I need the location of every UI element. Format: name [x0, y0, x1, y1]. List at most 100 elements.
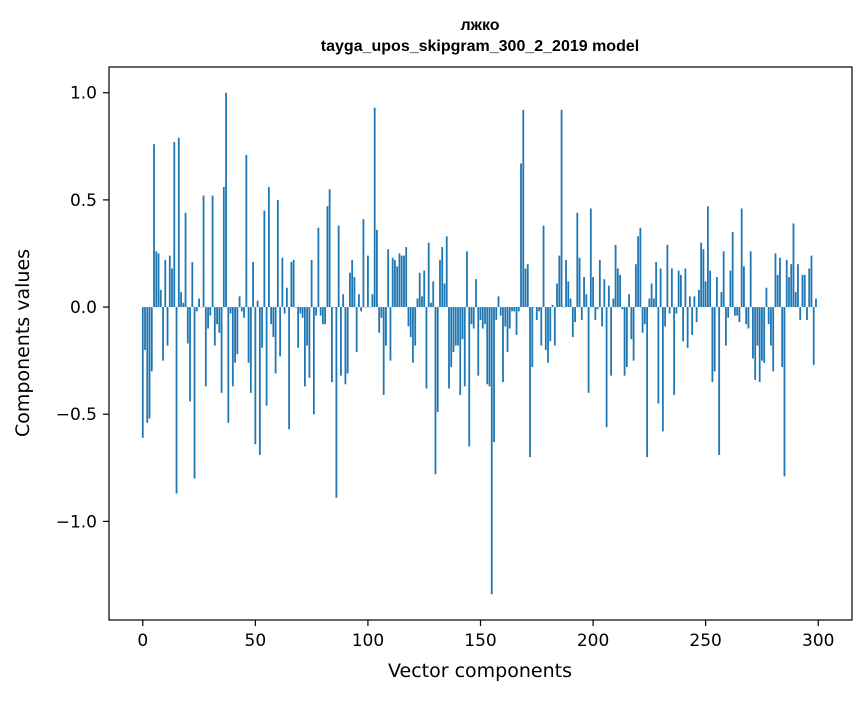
- bar-component-154: [488, 307, 491, 387]
- bar-component-131: [436, 307, 439, 413]
- bar-component-81: [324, 307, 327, 325]
- bar-component-50: [254, 307, 257, 445]
- bar-component-193: [576, 212, 579, 308]
- bar-component-128: [430, 302, 432, 308]
- bar-component-39: [229, 307, 232, 314]
- bar-component-276: [763, 307, 766, 363]
- bar-component-291: [797, 264, 799, 308]
- bar-component-240: [682, 307, 685, 342]
- bar-component-237: [675, 307, 678, 314]
- bar-component-76: [312, 307, 315, 415]
- y-tick-label: −1.0: [56, 512, 97, 532]
- bar-component-92: [349, 272, 351, 308]
- plot-frame: [108, 66, 853, 621]
- bar-component-182: [551, 304, 554, 308]
- bar-component-170: [524, 268, 527, 308]
- bar-component-11: [166, 307, 169, 346]
- bar-component-65: [288, 307, 291, 430]
- bar-component-135: [445, 236, 448, 308]
- bar-component-195: [580, 307, 583, 320]
- y-tick-label: 0.5: [70, 191, 97, 211]
- bar-component-119: [409, 307, 412, 338]
- bar-component-85: [333, 307, 336, 308]
- bar-component-122: [416, 298, 419, 308]
- bar-component-259: [725, 307, 727, 346]
- bar-component-208: [610, 307, 612, 376]
- bar-component-34: [218, 307, 221, 333]
- bar-component-64: [285, 287, 288, 308]
- bar-component-196: [583, 277, 585, 308]
- bar-component-245: [693, 296, 696, 308]
- bar-component-55: [265, 307, 268, 406]
- bar-component-114: [398, 253, 401, 308]
- bar-component-164: [511, 307, 513, 312]
- bar-component-191: [571, 307, 574, 338]
- bar-component-82: [326, 206, 329, 308]
- bar-component-44: [240, 307, 243, 312]
- bar-component-15: [175, 307, 178, 494]
- bar-component-242: [686, 307, 689, 348]
- bar-component-158: [497, 296, 500, 308]
- bar-component-45: [243, 307, 245, 318]
- bar-component-230: [659, 268, 662, 308]
- bar-component-155: [490, 307, 493, 595]
- bar-component-167: [517, 307, 520, 312]
- x-tick-label: 250: [689, 631, 721, 651]
- bar-component-87: [337, 225, 340, 308]
- x-tick-label: 100: [352, 631, 384, 651]
- bar-component-136: [448, 307, 450, 389]
- bar-component-179: [544, 307, 547, 350]
- bar-component-49: [252, 262, 254, 308]
- bar-component-157: [495, 307, 498, 320]
- bar-component-79: [319, 307, 322, 316]
- bar-component-12: [168, 255, 171, 308]
- bar-component-299: [815, 298, 817, 308]
- bar-component-40: [231, 307, 234, 387]
- bar-component-177: [540, 307, 543, 346]
- bar-component-211: [616, 268, 619, 308]
- bar-component-218: [632, 307, 635, 361]
- y-axis-label: Components values: [12, 249, 34, 437]
- bar-component-262: [731, 232, 734, 308]
- bar-component-225: [648, 298, 651, 308]
- bar-component-279: [770, 307, 772, 346]
- bar-component-188: [565, 259, 567, 308]
- bar-component-221: [639, 227, 642, 308]
- bar-component-220: [637, 236, 640, 308]
- bar-component-88: [340, 307, 342, 376]
- bar-component-106: [380, 307, 383, 318]
- bar-component-250: [704, 281, 707, 308]
- bar-component-24: [195, 307, 198, 312]
- bar-component-75: [310, 259, 313, 308]
- bar-component-133: [441, 247, 444, 308]
- bar-component-132: [439, 259, 441, 308]
- bar-component-249: [702, 249, 705, 308]
- bar-component-272: [754, 307, 757, 380]
- bar-component-290: [794, 292, 797, 308]
- bar-component-129: [432, 281, 435, 308]
- bar-component-18: [182, 302, 185, 308]
- bar-component-7: [157, 253, 160, 308]
- bar-component-91: [346, 307, 349, 374]
- bar-component-2: [146, 307, 149, 423]
- bar-component-176: [538, 307, 540, 312]
- bar-component-104: [376, 229, 378, 308]
- bar-component-72: [303, 307, 306, 387]
- bar-component-68: [294, 307, 297, 308]
- bar-component-93: [351, 259, 354, 308]
- bar-component-130: [434, 307, 437, 475]
- bar-component-66: [290, 262, 293, 308]
- bar-series: [141, 92, 817, 595]
- bar-component-282: [776, 274, 779, 308]
- bar-component-153: [486, 307, 489, 385]
- bar-component-103: [373, 107, 376, 308]
- bar-component-8: [159, 289, 162, 308]
- bar-component-192: [574, 307, 576, 323]
- bar-component-29: [207, 307, 209, 329]
- bar-component-134: [443, 283, 446, 308]
- bar-component-74: [308, 307, 311, 378]
- bar-component-246: [695, 307, 698, 323]
- bar-component-270: [749, 251, 752, 308]
